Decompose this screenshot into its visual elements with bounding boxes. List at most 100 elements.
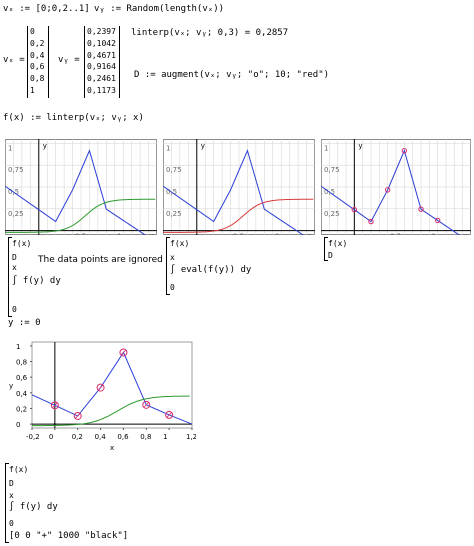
vx-matrix: 0 0,2 0,4 0,6 0,8 1: [27, 26, 49, 98]
plot-4[interactable]: -0,2 0 0,2 0,4 0,6 0,8 1 1,2 1 0,8 0,6 0,4 0,2 0 y x: [6, 336, 196, 460]
x-tick-label: 1: [163, 433, 167, 441]
vy-value-0: 0,2397: [87, 27, 116, 36]
data-point-slash: [97, 384, 104, 391]
plot-3-trace-f[interactable]: f(x): [328, 239, 348, 248]
x-tick-label: 0: [49, 433, 53, 441]
vx-value-1: 0,2: [30, 38, 45, 48]
y-axis-label: y: [358, 142, 362, 150]
data-point-marker: [418, 206, 424, 212]
data-point-slash: [143, 402, 150, 408]
data-point-slash: [52, 402, 58, 409]
data-point-marker: [142, 400, 151, 409]
y-tick-label: 0,25: [324, 210, 340, 218]
plot-4-trace-f[interactable]: f(x): [9, 465, 29, 474]
vy-value-4: 0,2461: [87, 74, 116, 84]
vx-range-def: vₓ := [0;0,2..1]: [3, 4, 90, 14]
plot-2-trace-int[interactable]: ∫ eval(f(y)) dy: [170, 265, 252, 275]
data-point-marker: [96, 383, 105, 392]
plot-1-int-upper: x: [12, 263, 17, 272]
vx-label: vₓ =: [3, 55, 25, 65]
vy-random-def: vᵧ := Random(length(vₓ)): [94, 4, 225, 14]
vy-label: vᵧ =: [58, 55, 80, 65]
data-point-marker: [165, 410, 174, 419]
plot-1-trace-d[interactable]: D: [12, 253, 17, 262]
data-point-marker: [50, 401, 59, 410]
vy-value-2: 0,4671: [87, 50, 116, 60]
vy-matrix: 0,2397 0,1042 0,4671 0,9164 0,2461 0,1173: [84, 26, 120, 98]
y-tick-label: 0,75: [166, 166, 182, 174]
plot-3-trace-list[interactable]: [324, 237, 328, 261]
data-point-marker: [73, 411, 82, 420]
augment-def: D := augment(vₓ; vᵧ; "o"; 10; "red"): [134, 70, 330, 80]
plot-1-int-lower: 0: [12, 305, 17, 314]
plot-1-note: The data points are ignored: [38, 255, 163, 265]
plot-4-trace-int[interactable]: ∫ f(y) dy: [9, 502, 58, 512]
vx-value-4: 0,8: [30, 74, 45, 84]
x-tick-label: 1,2: [186, 433, 196, 441]
plot-frame: [31, 341, 193, 429]
linterp-eval: linterp(vₓ; vᵧ; 0,3) = 0,2857: [131, 28, 289, 38]
y-tick-label: 0,8: [16, 359, 27, 367]
plot-2-trace-f[interactable]: f(x): [170, 239, 190, 248]
y-tick-label: 0: [16, 421, 20, 429]
data-point-slash: [120, 349, 127, 356]
plot-2-int-upper: x: [170, 253, 175, 262]
series-f-line: [5, 149, 147, 235]
y-axis-label: y: [43, 142, 47, 150]
x-tick-label: 0,2: [72, 433, 83, 441]
vx-value-5: 1: [30, 85, 35, 95]
x-tick-label: 0,6: [117, 433, 129, 441]
x-tick-label: -0,2: [26, 433, 40, 441]
y-axis-label: y: [201, 142, 205, 150]
series-integral-line: [163, 198, 314, 233]
x-tick-label: 0,8: [140, 433, 151, 441]
data-point-slash: [74, 413, 81, 419]
y-tick-label: 0,2: [16, 405, 27, 413]
y-assign: y := 0: [8, 318, 41, 328]
x-axis-label: x: [110, 444, 114, 452]
data-point-marker: [351, 207, 358, 213]
plot-1-trace-int[interactable]: ∫ f(y) dy: [12, 276, 61, 286]
data-point-marker: [119, 348, 128, 357]
plot-4-int-lower: 0: [9, 519, 14, 528]
y-tick-label: 0,4: [16, 390, 28, 398]
x-axis-label: x: [463, 233, 467, 235]
x-tick-label: 1: [275, 233, 279, 235]
plot-1-trace-f[interactable]: f(x): [12, 239, 32, 248]
plot-3-trace-d[interactable]: D: [328, 251, 333, 260]
plot-1[interactable]: 10,750,50,250,51yx: [5, 139, 157, 235]
y-tick-label: 1: [16, 343, 20, 351]
series-f-line: [31, 351, 193, 425]
y-tick-label: 0,25: [8, 210, 24, 218]
f-def: f(x) := linterp(vₓ; vᵧ; x): [3, 113, 144, 123]
vx-value-2: 0,4: [30, 50, 45, 60]
plot-2[interactable]: 10,750,50,250,51yx: [163, 139, 315, 235]
x-tick-label: 1: [117, 233, 121, 235]
plot-1-trace-list[interactable]: [8, 237, 12, 317]
data-point-slash: [166, 412, 172, 418]
x-tick-label: 0,5: [390, 233, 401, 235]
x-tick-label: 0,5: [233, 233, 244, 235]
y-tick-label: 0,25: [166, 210, 182, 218]
x-axis-label: x: [307, 233, 311, 235]
plot-4-trace-vector[interactable]: [0 0 "+" 1000 "black"]: [9, 531, 129, 541]
vx-value-0: 0: [30, 27, 35, 36]
y-axis-label: y: [9, 382, 13, 390]
vy-value-3: 0,9164: [87, 62, 116, 72]
series-f-line: [321, 149, 461, 235]
plot-3[interactable]: 10,750,50,250,51yx: [321, 139, 471, 235]
x-tick-label: 0,5: [75, 233, 86, 235]
x-tick-label: 0,4: [95, 433, 107, 441]
y-tick-label: 0,75: [8, 166, 24, 174]
y-tick-label: 0,6: [16, 374, 28, 382]
data-point-marker: [368, 218, 374, 225]
plot-2-trace-list[interactable]: [166, 237, 170, 295]
data-point-marker: [384, 187, 391, 193]
series-f-line: [163, 149, 305, 235]
data-point-marker: [434, 217, 441, 224]
series-integral-line: [31, 395, 190, 427]
vy-value-5: 0,1173: [87, 85, 116, 95]
plot-4-trace-list[interactable]: [5, 463, 9, 543]
y-tick-label: 1: [324, 144, 328, 152]
plot-4-trace-d[interactable]: D: [9, 479, 14, 488]
